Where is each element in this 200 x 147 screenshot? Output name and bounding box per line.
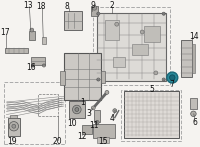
Bar (31, 57, 45, 65)
Bar (144, 26, 160, 42)
Text: 12: 12 (77, 132, 86, 141)
Circle shape (42, 64, 46, 67)
Bar (121, 90, 181, 141)
Bar (113, 57, 125, 67)
Circle shape (162, 12, 165, 15)
Bar (4, 82, 65, 144)
Bar (94, 110, 100, 122)
Text: 20: 20 (52, 137, 62, 146)
Text: 18: 18 (36, 2, 46, 11)
Bar (93, 7, 170, 85)
Bar (64, 11, 82, 30)
Bar (82, 126, 92, 134)
Text: 2: 2 (110, 1, 114, 10)
Text: 14: 14 (189, 32, 199, 41)
Bar (5, 48, 28, 53)
Circle shape (75, 108, 79, 111)
Bar (38, 94, 58, 116)
Text: 7: 7 (169, 80, 174, 89)
Text: 8: 8 (65, 2, 69, 11)
Circle shape (31, 64, 35, 67)
Circle shape (9, 122, 19, 131)
Text: 10: 10 (67, 119, 77, 128)
Circle shape (162, 78, 165, 81)
Circle shape (95, 120, 99, 124)
Circle shape (154, 71, 158, 75)
Text: 17: 17 (0, 28, 10, 37)
Circle shape (140, 30, 144, 34)
Bar (10, 115, 17, 118)
Circle shape (97, 78, 100, 81)
Circle shape (92, 5, 97, 10)
Text: 1: 1 (80, 98, 85, 107)
Bar (192, 44, 195, 73)
Text: 6: 6 (193, 118, 197, 127)
Circle shape (170, 75, 175, 80)
Bar (93, 124, 115, 138)
Circle shape (115, 22, 119, 26)
Bar (60, 71, 65, 85)
Text: 13: 13 (23, 1, 32, 10)
Bar (181, 40, 192, 77)
Circle shape (73, 105, 81, 114)
Circle shape (167, 72, 178, 83)
Bar (124, 91, 179, 138)
Text: 19: 19 (7, 137, 17, 146)
Text: 4: 4 (110, 114, 114, 123)
Text: 16: 16 (27, 63, 36, 72)
Circle shape (12, 124, 16, 128)
Circle shape (191, 111, 196, 117)
Bar (64, 53, 101, 100)
Bar (101, 71, 105, 83)
Circle shape (91, 106, 95, 110)
Text: 15: 15 (98, 137, 108, 146)
Circle shape (30, 28, 34, 32)
Bar (105, 20, 119, 40)
Text: 3: 3 (86, 109, 91, 118)
Bar (8, 118, 20, 136)
Circle shape (113, 109, 117, 113)
Text: 5: 5 (150, 85, 154, 94)
Circle shape (105, 90, 109, 94)
Bar (190, 98, 197, 109)
Bar (97, 12, 166, 81)
Text: 9: 9 (90, 1, 95, 10)
Bar (69, 101, 85, 118)
Circle shape (97, 12, 100, 15)
Bar (97, 137, 109, 143)
Bar (42, 37, 46, 44)
Bar (91, 5, 98, 16)
Bar (29, 31, 35, 40)
Bar (132, 44, 148, 55)
Text: 11: 11 (89, 121, 99, 130)
